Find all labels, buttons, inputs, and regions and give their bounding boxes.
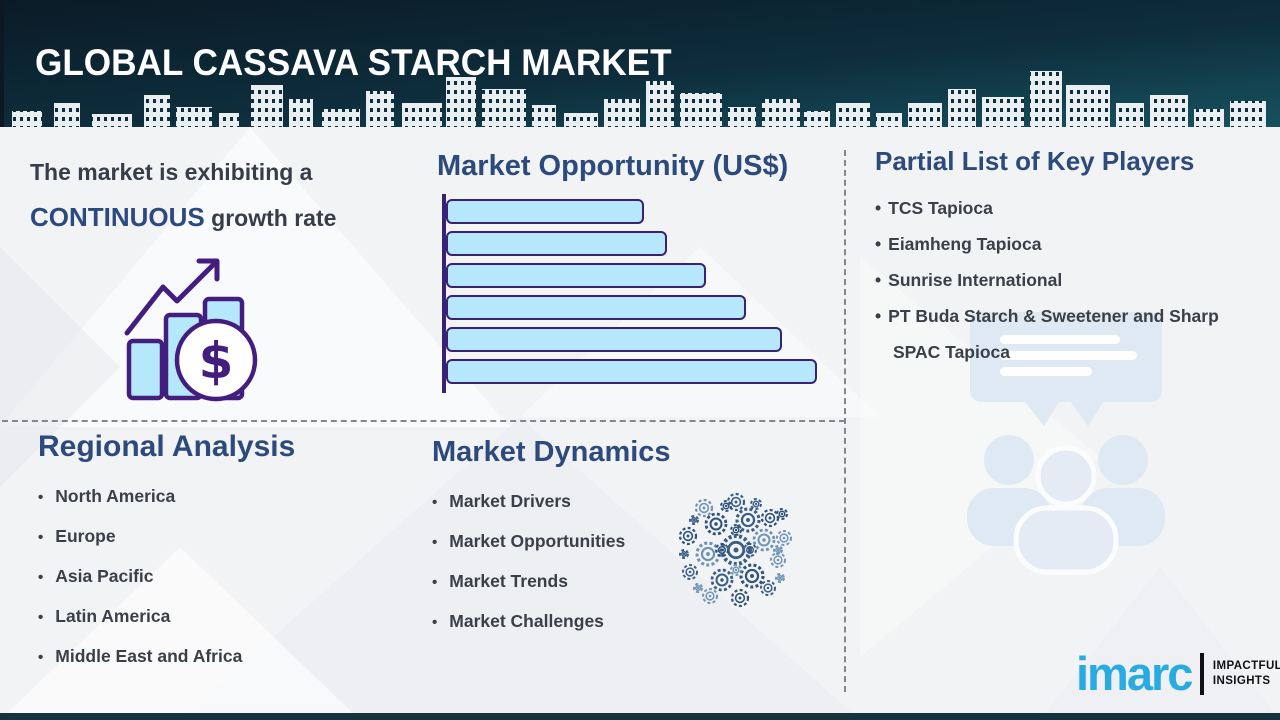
brand-name: imarc <box>1076 647 1193 700</box>
bullet-icon: • <box>875 234 882 254</box>
bullet-icon: • <box>432 534 438 551</box>
bullet-icon: • <box>38 489 44 506</box>
dynamics-list: • Market Drivers • Market Opportunities • Mar… <box>432 482 742 642</box>
list-item: • Market Challenges <box>432 611 604 631</box>
bar-chart <box>442 194 839 393</box>
bullet-icon: • <box>432 574 438 591</box>
list-item: • PT Buda Starch & Sweetener and Sharp SP… <box>875 306 1219 362</box>
bullet-icon: • <box>432 614 438 631</box>
growth-text-line1: The market is exhibiting a <box>30 159 313 185</box>
regional-heading: Regional Analysis <box>38 430 296 463</box>
bullet-icon: • <box>38 529 44 546</box>
dynamics-heading: Market Dynamics <box>432 436 671 468</box>
key-players-section: Partial List of Key Players • TCS Tapioca… <box>875 146 1257 370</box>
bullet-icon: • <box>432 494 438 511</box>
regional-section: Regional Analysis • North America • Europe •… <box>38 430 388 677</box>
up-arrow-icon <box>124 260 218 336</box>
list-item: • Market Trends <box>432 571 568 591</box>
gear-ball-icon <box>678 492 792 608</box>
list-item: • Eiamheng Tapioca <box>875 234 1042 254</box>
list-item: • Market Opportunities <box>432 531 626 551</box>
opportunity-bar <box>446 295 746 320</box>
list-item: • Middle East and Africa <box>38 646 243 666</box>
opportunity-section: Market Opportunity (US$) <box>437 150 839 393</box>
opportunity-bar <box>446 263 706 288</box>
bullet-icon: • <box>875 306 882 326</box>
logo-tagline: IMPACTFUL INSIGHTS <box>1212 659 1280 687</box>
chart-title: Market Opportunity (US$) <box>437 150 789 182</box>
bottom-bar <box>0 713 1280 720</box>
list-item: • North America <box>38 486 176 506</box>
list-item: • Asia Pacific <box>38 566 154 586</box>
growth-text-highlight: CONTINUOUS <box>30 202 205 232</box>
logo-divider <box>1200 652 1204 695</box>
bullet-icon: • <box>875 198 882 218</box>
dollar-coin-icon <box>174 318 258 402</box>
bullet-icon: • <box>38 609 44 626</box>
bullet-icon: • <box>875 270 882 290</box>
dynamics-section: Market Dynamics • Market Drivers • Market O… <box>432 436 742 642</box>
page-title: GLOBAL CASSAVA STARCH MARKET <box>35 42 672 83</box>
opportunity-bar <box>446 231 667 256</box>
people-group-icon <box>967 435 1165 575</box>
header-banner: GLOBAL CASSAVA STARCH MARKET <box>0 0 1280 127</box>
opportunity-bar <box>446 199 644 224</box>
list-item: • Latin America <box>38 606 171 626</box>
bullet-icon: • <box>38 649 44 666</box>
opportunity-bar <box>446 327 782 352</box>
dollar-symbol: $ <box>199 332 234 390</box>
city-skyline-graphic <box>12 71 1266 127</box>
growth-text-line2: CONTINUOUS growth rate <box>30 202 337 232</box>
key-players-list: • TCS Tapioca • Eiamheng Tapioca • Sunrise In… <box>875 190 1257 370</box>
list-item: • Sunrise International <box>875 270 1063 290</box>
dashed-divider-vertical <box>844 150 846 692</box>
list-item: • Market Drivers <box>432 491 571 511</box>
list-item: • TCS Tapioca <box>875 198 993 218</box>
opportunity-bar <box>446 359 817 384</box>
growth-section: The market is exhibiting a CONTINUOUS gr… <box>30 150 420 241</box>
regional-list: • North America • Europe • Asia Pacific • Latin… <box>38 477 388 677</box>
growth-chart-icon: $ <box>124 258 258 402</box>
key-players-heading: Partial List of Key Players <box>875 146 1195 176</box>
list-item: • Europe <box>38 526 116 546</box>
dashed-divider-horizontal <box>2 420 845 422</box>
imarc-logo: imarc IMPACTFUL INSIGHTS <box>1076 650 1280 697</box>
bullet-icon: • <box>38 569 44 586</box>
